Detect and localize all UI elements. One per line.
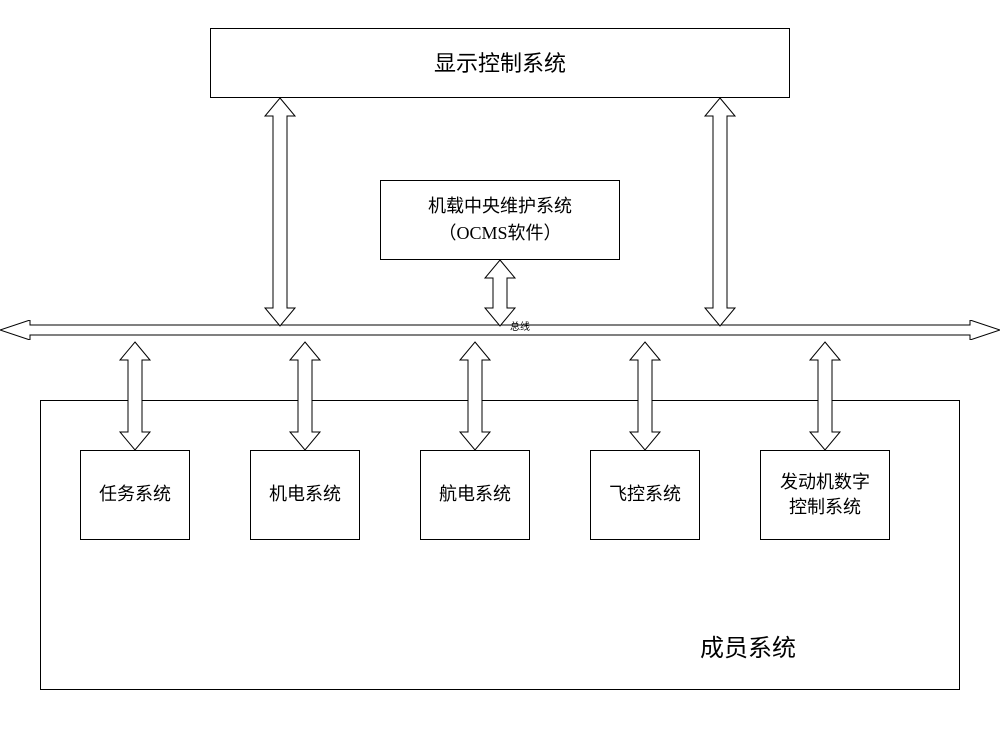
display-control-system-label: 显示控制系统: [434, 47, 566, 80]
ocms-line1: 机载中央维护系统: [428, 193, 572, 220]
subsystem-flight-control: 飞控系统: [590, 450, 700, 540]
bus-label: 总线: [510, 318, 530, 333]
subsystem-mechatronic: 机电系统: [250, 450, 360, 540]
bus-line: [0, 320, 1000, 340]
ocms-line2: （OCMS软件）: [428, 220, 572, 247]
subsystem-mission: 任务系统: [80, 450, 190, 540]
subsystem-avionics: 航电系统: [420, 450, 530, 540]
display-control-system-box: 显示控制系统: [210, 28, 790, 98]
subsystem-engine-digital-control: 发动机数字控制系统: [760, 450, 890, 540]
member-systems-title: 成员系统: [700, 628, 796, 663]
ocms-box: 机载中央维护系统 （OCMS软件）: [380, 180, 620, 260]
member-systems-group: [40, 400, 960, 690]
